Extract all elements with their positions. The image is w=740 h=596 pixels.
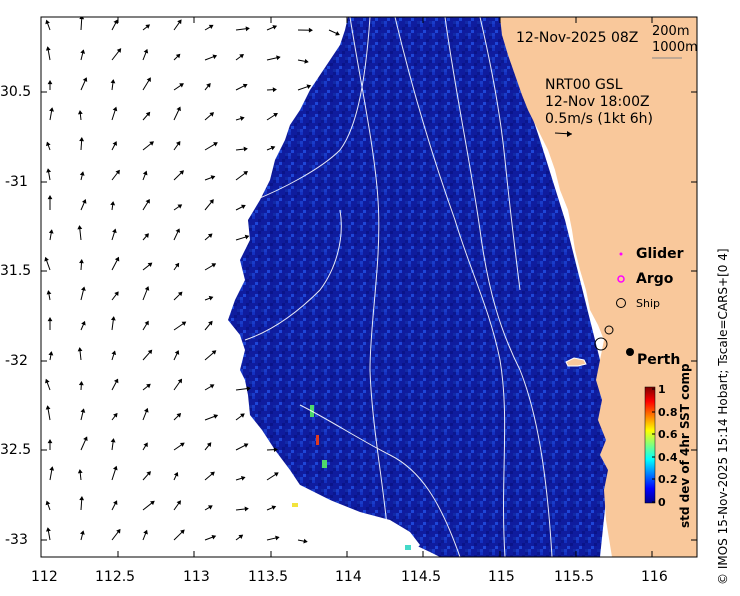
city-label: Perth [637, 352, 680, 368]
contour-label-1000m: 1000m [652, 40, 698, 55]
perth-marker [626, 348, 634, 356]
contour-label-200m: 200m [652, 24, 689, 39]
y-tick-label: 30.5 [0, 84, 31, 100]
x-tick-label: 115.5 [554, 569, 594, 585]
current-scale-label: 0.5m/s (1kt 6h) [545, 111, 653, 127]
x-tick-label: 114 [335, 569, 362, 585]
x-tick-label: 113.5 [248, 569, 288, 585]
x-tick-label: 114.5 [401, 569, 441, 585]
y-tick-label: -31 [5, 174, 28, 190]
colorbar-tick-label: 0.6 [658, 428, 678, 441]
hotspot [292, 503, 298, 507]
colorbar-tick-label: 0 [658, 496, 666, 509]
ship-legend-label: Ship [636, 297, 660, 310]
argo-legend-label: Argo [636, 271, 673, 287]
hotspot [322, 460, 327, 468]
colorbar-title: std dev of 4hr SST comp [678, 363, 692, 528]
hotspot [316, 435, 319, 445]
x-tick-label: 112 [31, 569, 58, 585]
y-tick-label: -33 [5, 532, 28, 548]
x-tick-label: 115 [488, 569, 515, 585]
colorbar-tick-label: 0.2 [658, 473, 678, 486]
x-tick-label: 112.5 [95, 569, 135, 585]
y-tick-label: 32.5 [0, 442, 31, 458]
x-tick-label: 113 [183, 569, 210, 585]
glider-legend-marker [620, 253, 623, 256]
colorbar-tick-label: 0.8 [658, 406, 678, 419]
current-time-label: 12-Nov 18:00Z [545, 94, 650, 110]
copyright-notice: © IMOS 15-Nov-2025 15:14 Hobart; Tscale=… [716, 248, 730, 585]
colorbar-tick-label: 1 [658, 383, 666, 396]
hotspot [405, 545, 411, 550]
x-tick-label: 116 [641, 569, 668, 585]
date-label: 12-Nov-2025 08Z [516, 30, 638, 46]
colorbar-tick-label: 0.4 [658, 451, 678, 464]
glider-legend-label: Glider [636, 246, 684, 262]
colorbar [645, 387, 655, 503]
current-source-label: NRT00 GSL [545, 77, 623, 93]
y-tick-label: 31.5 [0, 263, 31, 279]
y-tick-label: -32 [5, 353, 28, 369]
